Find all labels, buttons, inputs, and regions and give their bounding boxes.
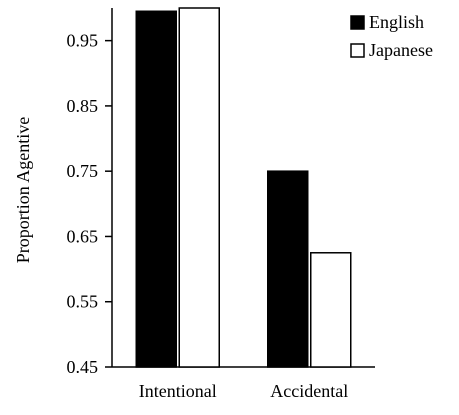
bar-japanese-accidental [310, 252, 352, 368]
bar-japanese-intentional [178, 7, 220, 368]
y-tick-label: 0.65 [67, 226, 99, 246]
legend-label-english: English [369, 12, 424, 32]
bar-english-intentional [135, 10, 177, 368]
x-category-label: Intentional [139, 381, 217, 401]
y-tick-label: 0.85 [67, 96, 99, 116]
bars [135, 7, 352, 368]
y-tick-label: 0.45 [67, 357, 99, 377]
legend-swatch-japanese [350, 43, 365, 58]
x-category-label: Accidental [270, 381, 348, 401]
y-tick-labels: 0.45 0.55 0.65 0.75 0.85 0.95 [67, 31, 99, 377]
y-tick-marks [105, 39, 112, 368]
legend: English Japanese [350, 12, 433, 60]
x-category-labels: Intentional Accidental [139, 381, 348, 401]
bar-english-accidental [267, 170, 309, 368]
y-axis-title: Proportion Agentive [13, 117, 33, 264]
y-tick-label: 0.75 [67, 161, 99, 181]
y-tick-label: 0.95 [67, 31, 99, 51]
legend-label-japanese: Japanese [369, 40, 433, 60]
y-tick-label: 0.55 [67, 292, 99, 312]
legend-swatch-english [350, 15, 365, 30]
